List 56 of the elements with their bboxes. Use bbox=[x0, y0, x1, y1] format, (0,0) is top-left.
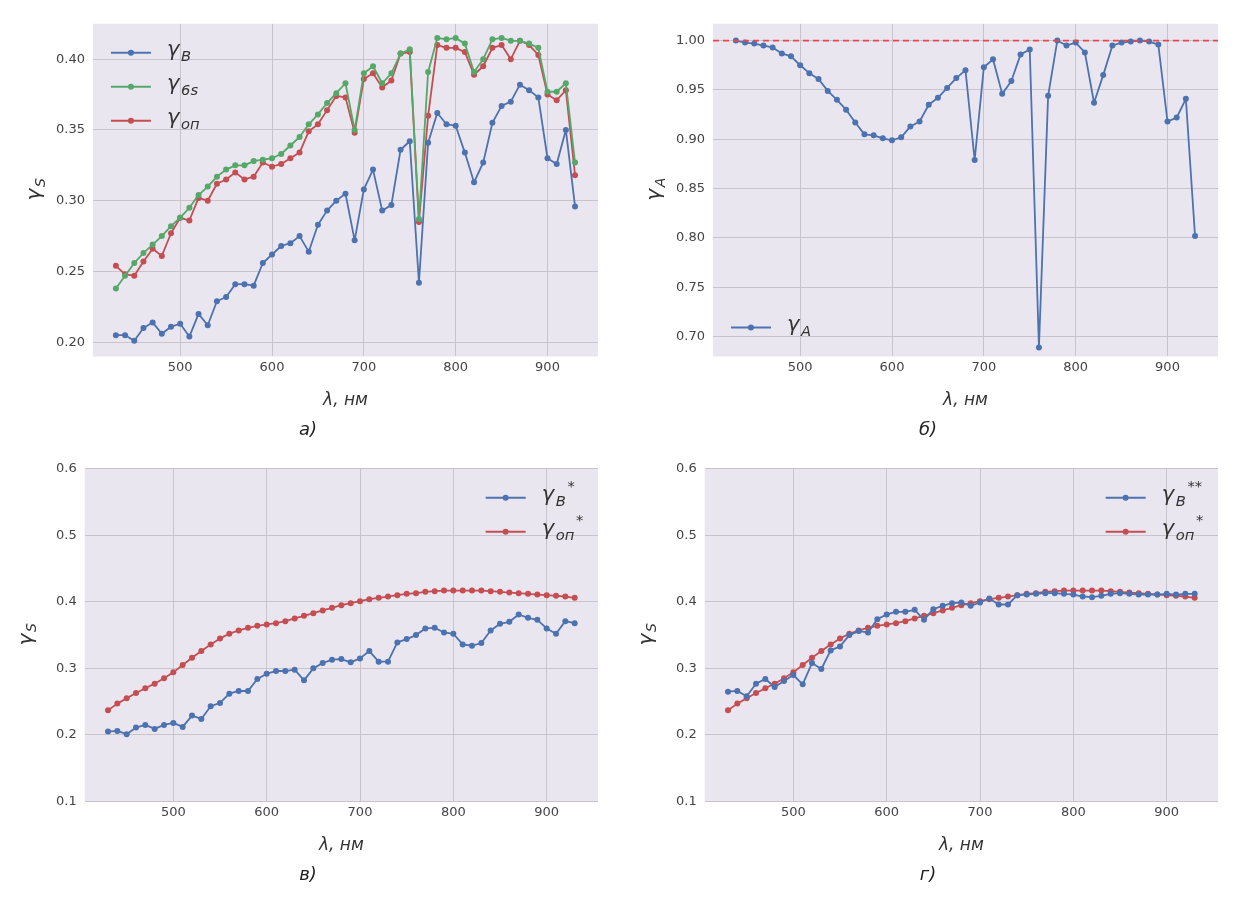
y-tick-label: 0.75 bbox=[675, 278, 705, 294]
y-tick-label: 0.2 bbox=[55, 726, 77, 742]
x-tick-label: 600 bbox=[259, 358, 285, 374]
text: б) bbox=[917, 418, 939, 439]
x-axis-title: λ, нм bbox=[937, 833, 984, 854]
y-tick-label: 0.1 bbox=[675, 792, 697, 808]
y-axis-title: γA bbox=[641, 177, 668, 201]
x-tick-label: 700 bbox=[351, 358, 377, 374]
x-axis-title: λ, нм bbox=[317, 833, 364, 854]
y-tick-label: 0.90 bbox=[675, 130, 705, 146]
x-tick-label: 900 bbox=[534, 803, 560, 819]
y-tick-label: 0.80 bbox=[675, 229, 705, 245]
x-tick-label: 600 bbox=[874, 803, 900, 819]
y-tick-label: 0.4 bbox=[675, 593, 697, 609]
y-tick-label: 0.5 bbox=[55, 526, 77, 542]
x-tick-label: 500 bbox=[160, 803, 186, 819]
y-tick-label: 1.00 bbox=[675, 31, 705, 47]
x-axis-title: λ, нм bbox=[322, 388, 369, 409]
y-tick-label: 0.5 bbox=[675, 526, 697, 542]
y-tick-label: 0.30 bbox=[55, 192, 85, 208]
x-tick-label: 900 bbox=[1155, 358, 1180, 374]
y-tick-label: 0.4 bbox=[55, 593, 77, 609]
y-tick-label: 0.20 bbox=[55, 333, 85, 349]
y-tick-label: 0.2 bbox=[675, 726, 697, 742]
y-tick-label: 0.25 bbox=[55, 262, 85, 278]
y-tick-label: 0.1 bbox=[55, 792, 77, 808]
y-tick-label: 0.6 bbox=[675, 460, 697, 476]
y-tick-label: 0.6 bbox=[55, 460, 77, 476]
y-tick-label: 0.95 bbox=[675, 81, 705, 97]
x-tick-label: 700 bbox=[971, 358, 997, 374]
x-tick-label: 800 bbox=[1063, 358, 1089, 374]
y-axis-title: γS bbox=[21, 178, 48, 201]
text: в) bbox=[298, 863, 318, 884]
x-tick-label: 600 bbox=[254, 803, 280, 819]
y-axis-title: γS bbox=[12, 623, 40, 646]
y-tick-label: 0.3 bbox=[55, 659, 77, 675]
text: г) bbox=[918, 863, 938, 884]
x-tick-label: 500 bbox=[787, 358, 813, 374]
y-tick-label: 0.85 bbox=[675, 179, 705, 195]
x-tick-label: 800 bbox=[440, 803, 466, 819]
x-tick-label: 600 bbox=[879, 358, 905, 374]
x-tick-label: 500 bbox=[780, 803, 806, 819]
x-tick-label: 500 bbox=[167, 358, 193, 374]
x-tick-label: 900 bbox=[1154, 803, 1180, 819]
x-tick-label: 800 bbox=[1060, 803, 1086, 819]
y-tick-label: 0.40 bbox=[55, 50, 85, 66]
y-axis-title: γS bbox=[632, 623, 660, 646]
text: а) bbox=[297, 418, 319, 439]
y-tick-label: 0.35 bbox=[55, 121, 85, 137]
x-tick-label: 800 bbox=[443, 358, 469, 374]
y-tick-label: 0.70 bbox=[675, 328, 705, 344]
x-axis-title: λ, нм bbox=[942, 388, 989, 409]
x-tick-label: 700 bbox=[347, 803, 373, 819]
x-tick-label: 700 bbox=[967, 803, 993, 819]
y-tick-label: 0.3 bbox=[675, 659, 697, 675]
x-tick-label: 900 bbox=[535, 358, 560, 374]
